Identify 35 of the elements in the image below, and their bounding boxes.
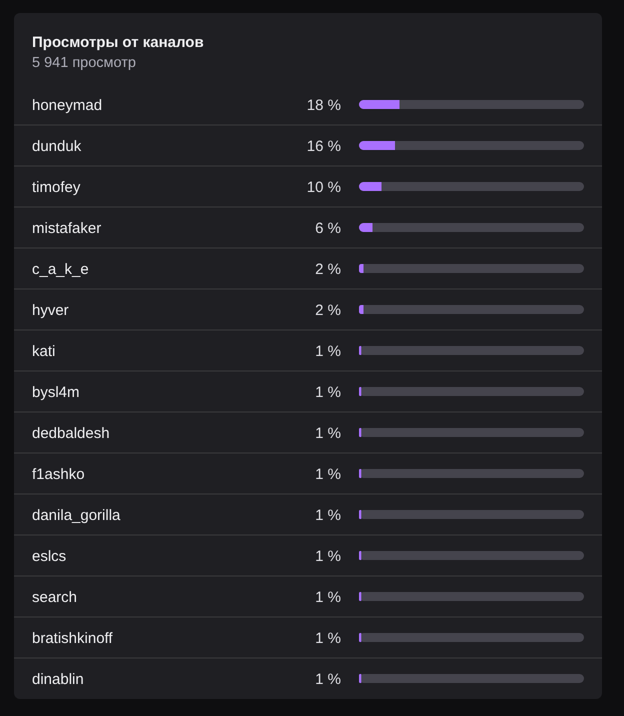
bar bbox=[359, 141, 395, 150]
data-label: 2 % bbox=[315, 260, 341, 278]
data-label: 2 % bbox=[315, 302, 341, 319]
data-label: 6 % bbox=[315, 220, 341, 237]
y-tick-label: dedbaldesh bbox=[32, 424, 110, 442]
y-tick-label: search bbox=[32, 588, 78, 606]
y-tick-label: dinablin bbox=[32, 670, 84, 688]
data-label: 1 % bbox=[315, 342, 341, 360]
y-tick-label: timofey bbox=[32, 178, 81, 196]
y-tick-label: bratishkinoff bbox=[32, 630, 114, 647]
data-label: 1 % bbox=[315, 506, 341, 524]
text: Просмотры от каналов bbox=[32, 34, 204, 52]
data-label: 1 % bbox=[315, 630, 341, 647]
y-tick-label: mistafaker bbox=[32, 220, 102, 237]
data-label: 1 % bbox=[315, 384, 341, 401]
y-tick-label: danila_gorilla bbox=[32, 506, 122, 524]
bar bbox=[359, 182, 382, 191]
data-label: 1 % bbox=[315, 424, 341, 442]
y-tick-label: bysl4m bbox=[32, 384, 80, 401]
y-tick-label: dunduk bbox=[32, 138, 82, 155]
data-label: 10 % bbox=[306, 178, 341, 196]
bar bbox=[359, 100, 400, 109]
data-label: 1 % bbox=[315, 588, 341, 606]
data-label: 16 % bbox=[306, 138, 341, 155]
y-tick-label: hyver bbox=[32, 302, 69, 319]
y-tick-label: c_a_k_e bbox=[32, 260, 89, 278]
data-label: 1 % bbox=[315, 466, 341, 483]
data-label: 1 % bbox=[315, 670, 341, 688]
y-tick-label: f1ashko bbox=[32, 466, 85, 483]
y-tick-label: honeymad bbox=[32, 96, 102, 114]
y-tick-label: kati bbox=[32, 342, 56, 360]
data-label: 18 % bbox=[306, 96, 341, 114]
data-label: 1 % bbox=[315, 548, 341, 565]
text: 5 941 просмотр bbox=[32, 54, 136, 72]
y-tick-label: eslcs bbox=[32, 548, 66, 565]
